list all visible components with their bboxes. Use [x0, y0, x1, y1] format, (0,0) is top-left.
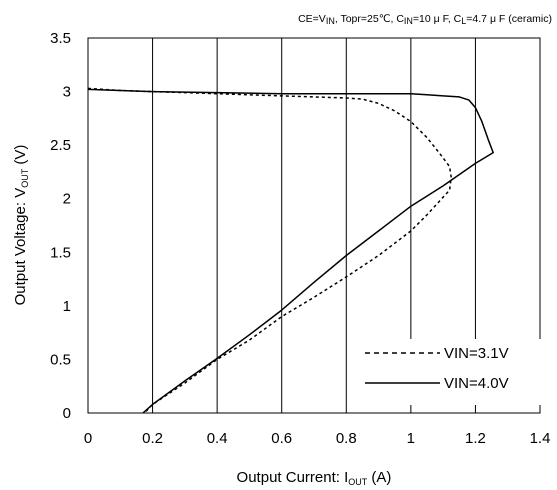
- legend-label-vin-4-0v: VIN=4.0V: [444, 375, 509, 392]
- x-axis-tick-labels: 0 0.2 0.4 0.6 0.8 1 1.2 1.4: [84, 430, 551, 447]
- x-tick-label: 0: [84, 430, 92, 447]
- y-axis-tick-labels: 0 0.5 1 1.5 2 2.5 3 3.5: [50, 30, 71, 422]
- y-tick-label: 0.5: [50, 351, 71, 368]
- y-tick-label: 1.5: [50, 244, 71, 261]
- series-line-vin-4-0v: [87, 88, 494, 414]
- test-conditions: CE=VIN, Topr=25℃, CIN=10 μ F, CL=4.7 μ F…: [298, 13, 552, 26]
- y-tick-label: 1: [63, 298, 71, 315]
- y-tick-label: 2.5: [50, 137, 71, 154]
- y-tick-label: 3: [63, 84, 71, 101]
- x-tick-label: 1: [407, 430, 415, 447]
- gridlines: [152, 38, 476, 413]
- x-tick-label: 0.2: [142, 430, 163, 447]
- x-tick-label: 1.2: [465, 430, 486, 447]
- x-axis-label: Output Current: IOUT (A): [237, 469, 392, 487]
- x-tick-label: 1.4: [530, 430, 551, 447]
- legend: VIN=3.1V VIN=4.0V: [353, 339, 543, 405]
- x-tick-label: 0.6: [271, 430, 292, 447]
- y-axis-label: Output Voltage: VOUT (V): [12, 145, 30, 306]
- y-tick-label: 0: [63, 405, 71, 422]
- x-tick-label: 0.8: [336, 430, 357, 447]
- y-tick-label: 3.5: [50, 30, 71, 47]
- y-tick-label: 2: [63, 191, 71, 208]
- legend-label-vin-3-1v: VIN=3.1V: [444, 345, 509, 362]
- x-tick-label: 0.4: [207, 430, 228, 447]
- series-line-vin-3-1v: [87, 87, 452, 414]
- series-layer: [87, 87, 494, 414]
- plot-area-frame: [87, 37, 541, 414]
- legend-box: [353, 339, 543, 405]
